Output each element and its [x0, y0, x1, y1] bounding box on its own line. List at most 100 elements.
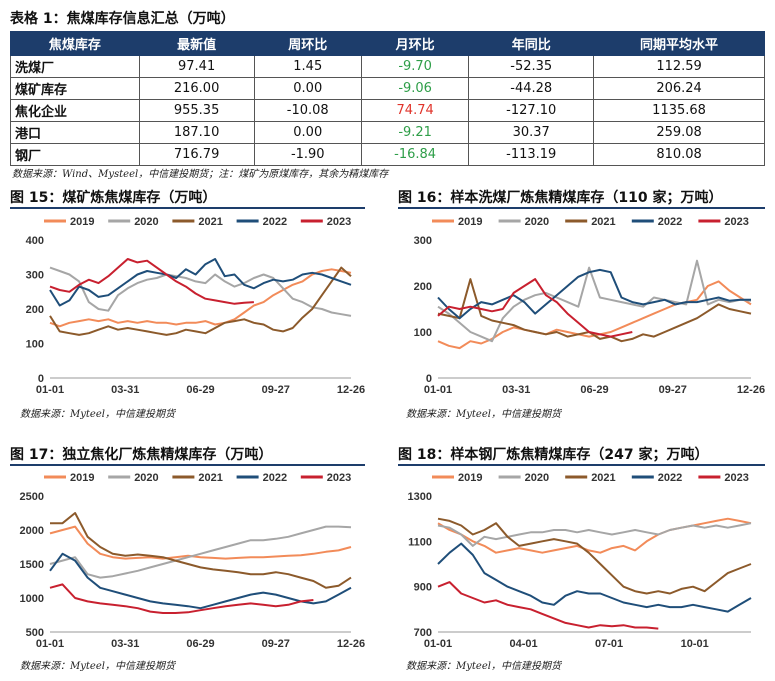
table-cell: -9.06: [360, 77, 470, 100]
chart-title-fig17: 图 17：独立焦化厂炼焦精煤库存（万吨）: [10, 447, 273, 463]
series-line-2023: [437, 581, 659, 630]
table-row: 煤矿库存 216.00 0.00 -9.06 -44.28 206.24: [10, 77, 765, 100]
legend-label: 2020: [134, 216, 158, 228]
table-cell: 煤矿库存: [10, 77, 140, 100]
legend-label: 2022: [263, 472, 287, 484]
chart-fig15: 2019 2020 2021 2022 2023 0 100 200 300 400 01-01 03…: [26, 216, 365, 396]
legend-label: 2020: [134, 472, 158, 484]
x-tick-label: 09-27: [262, 384, 290, 396]
legend-label: 2022: [263, 216, 287, 228]
series-line-2020: [437, 522, 752, 547]
y-tick-label: 200: [414, 281, 432, 293]
chart-source-fig15: 数据来源：Myteel，中信建投期货: [20, 409, 175, 420]
y-tick-label: 1500: [20, 559, 44, 571]
x-tick-label: 03-31: [502, 384, 530, 396]
y-tick-label: 1000: [20, 593, 44, 605]
y-tick-label: 400: [26, 235, 44, 247]
table-cell: -52.35: [468, 55, 595, 78]
x-tick-label: 06-29: [186, 384, 214, 396]
chart-fig16: 2019 2020 2021 2022 2023 0 100 200 300 01-01 03-31…: [414, 216, 765, 396]
chart-fig18: 2019 2020 2021 2022 2023 700 900 1100 1300 01-01 0…: [408, 472, 752, 650]
y-tick-label: 100: [414, 327, 432, 339]
series-line-2022: [49, 258, 352, 307]
legend-label: 2023: [327, 472, 351, 484]
table-cell: -9.70: [360, 55, 470, 78]
legend-label: 2021: [591, 216, 615, 228]
y-tick-label: 900: [414, 582, 432, 594]
legend-label: 2019: [70, 216, 94, 228]
title-rule: [10, 207, 365, 209]
table-cell: 112.59: [593, 55, 765, 78]
table-cell: 206.24: [593, 77, 765, 100]
x-tick-label: 09-27: [262, 638, 290, 650]
x-tick-label: 03-31: [111, 384, 139, 396]
series-line-2021: [437, 517, 752, 595]
title-rule: [398, 464, 765, 466]
y-tick-label: 300: [414, 235, 432, 247]
series-line-2021: [437, 278, 752, 343]
legend-label: 2019: [458, 472, 482, 484]
chart-source-fig16: 数据来源：Myteel，中信建投期货: [406, 409, 561, 420]
series-line-2020: [437, 259, 752, 343]
series-line-2023: [49, 258, 254, 305]
table-row: 洗煤厂 97.41 1.45 -9.70 -52.35 112.59: [10, 55, 765, 78]
y-tick-label: 500: [26, 627, 44, 639]
table-cell: 810.08: [593, 143, 765, 166]
table-cell: 钢厂: [10, 143, 140, 166]
table-cell: -127.10: [468, 99, 595, 122]
x-tick-label: 09-27: [659, 384, 687, 396]
table-source-note: 数据来源：Wind、Mysteel，中信建投期货；注：煤矿为原煤库存，其余为精煤…: [12, 169, 389, 180]
legend-label: 2021: [198, 472, 222, 484]
table-title: 表格 1：焦煤库存信息汇总（万吨）: [10, 11, 235, 27]
title-rule: [10, 464, 365, 466]
series-line-2021: [49, 266, 352, 336]
table-row: 港口 187.10 0.00 -9.21 30.37 259.08: [10, 121, 765, 144]
y-tick-label: 0: [38, 373, 44, 385]
legend-label: 2022: [658, 472, 682, 484]
x-tick-label: 12-26: [337, 384, 365, 396]
y-tick-label: 1100: [408, 536, 432, 548]
column-header: 同期平均水平: [593, 31, 765, 56]
y-tick-label: 2000: [20, 525, 44, 537]
table-cell: 1.45: [253, 55, 362, 78]
y-tick-label: 1300: [408, 491, 432, 503]
column-header: 周环比: [253, 31, 362, 56]
column-header: 年同比: [468, 31, 595, 56]
series-line-2023: [49, 583, 314, 614]
x-tick-label: 07-01: [595, 638, 623, 650]
table-cell: 1135.68: [593, 99, 765, 122]
series-line-2022: [437, 268, 751, 320]
x-tick-label: 01-01: [36, 384, 64, 396]
x-tick-label: 10-01: [681, 638, 709, 650]
x-tick-label: 06-29: [186, 638, 214, 650]
y-tick-label: 200: [26, 304, 44, 316]
legend-label: 2023: [327, 216, 351, 228]
x-tick-label: 06-29: [580, 384, 608, 396]
series-line-2019: [49, 525, 352, 560]
column-header: 焦煤库存: [10, 31, 140, 56]
table-body: 洗煤厂 97.41 1.45 -9.70 -52.35 112.59 煤矿库存 216.00 0…: [10, 55, 765, 166]
legend-label: 2023: [724, 216, 748, 228]
x-tick-label: 04-01: [509, 638, 537, 650]
table-cell: 0.00: [253, 77, 362, 100]
chart-title-fig16: 图 16：样本洗煤厂炼焦精煤库存（110 家；万吨）: [398, 190, 723, 206]
table-row: 焦化企业 955.35 -10.08 74.74 -127.10 1135.68: [10, 99, 765, 122]
legend-label: 2021: [198, 216, 222, 228]
x-tick-label: 12-26: [337, 638, 365, 650]
legend-label: 2020: [525, 216, 549, 228]
chart-title-fig15: 图 15：煤矿炼焦煤库存（万吨）: [10, 190, 217, 206]
column-header: 月环比: [360, 31, 470, 56]
table-cell: 216.00: [138, 77, 255, 100]
y-tick-label: 100: [26, 339, 44, 351]
x-tick-label: 01-01: [36, 638, 64, 650]
chart-source-fig17: 数据来源：Myteel，中信建投期货: [20, 661, 175, 672]
table-header-row: 焦煤库存 最新值 周环比 月环比 年同比 同期平均水平: [10, 31, 765, 56]
legend-label: 2021: [591, 472, 615, 484]
table-cell: 0.00: [253, 121, 362, 144]
table-cell: -44.28: [468, 77, 595, 100]
legend-label: 2020: [525, 472, 549, 484]
table-cell: 洗煤厂: [10, 55, 140, 78]
column-header: 最新值: [138, 31, 255, 56]
series-line-2023: [437, 278, 633, 338]
table-cell: -113.19: [468, 143, 595, 166]
